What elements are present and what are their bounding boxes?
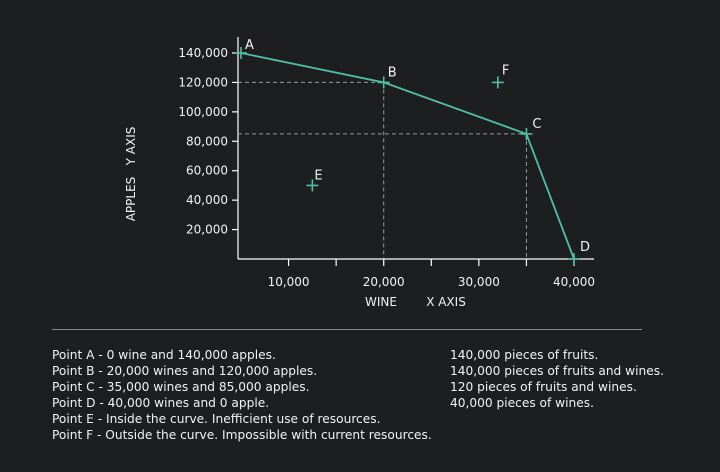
point-c-label: C [532,117,541,132]
y-tick-label: 140,000 [178,46,228,60]
ppf-curve [240,52,575,260]
y-tick-label: 40,000 [186,193,228,207]
note-total-b: 140,000 pieces of fruits and wines. [450,364,664,378]
x-axis-title: WINE [365,295,397,309]
x-tick-label: 30,000 [458,275,500,289]
note-total-c: 120 pieces of fruits and wines. [450,380,637,394]
point-d-label: D [580,240,590,255]
note-total-d: 40,000 pieces of wines. [450,396,594,410]
point-b-label: B [388,65,397,80]
y-tick-label: 20,000 [186,223,228,237]
x-tick-label: 40,000 [553,275,595,289]
note-total-a: 140,000 pieces of fruits. [450,348,599,362]
point-notes-right: 140,000 pieces of fruits. 140,000 pieces… [450,347,664,411]
x-tick-label: 10,000 [268,275,310,289]
divider-line [52,329,642,330]
x-tick-label: 20,000 [363,275,405,289]
note-point-e: Point E - Inside the curve. Inefficient … [52,412,381,426]
note-point-a: Point A - 0 wine and 140,000 apples. [52,348,276,362]
point-e-label: E [314,168,322,183]
note-point-b: Point B - 20,000 wines and 120,000 apple… [52,364,318,378]
point-a-label: A [245,38,254,53]
y-tick-label: 100,000 [178,105,228,119]
x-axis-name: X AXIS [426,295,466,309]
point-notes-left: Point A - 0 wine and 140,000 apples. Poi… [52,347,432,443]
note-point-d: Point D - 40,000 wines and 0 apple. [52,396,270,410]
note-point-c: Point C - 35,000 wines and 85,000 apples… [52,380,310,394]
y-axis-title: APPLES [124,177,138,222]
note-point-f: Point F - Outside the curve. Impossible … [52,428,432,442]
y-tick-label: 60,000 [186,164,228,178]
y-tick-label: 80,000 [186,134,228,148]
y-tick-label: 120,000 [178,75,228,89]
y-axis-name: Y AXIS [124,127,138,167]
point-f-label: F [502,63,509,78]
ppf-chart: 20,000 40,000 60,000 80,000 100,000 120,000 14… [124,37,595,309]
